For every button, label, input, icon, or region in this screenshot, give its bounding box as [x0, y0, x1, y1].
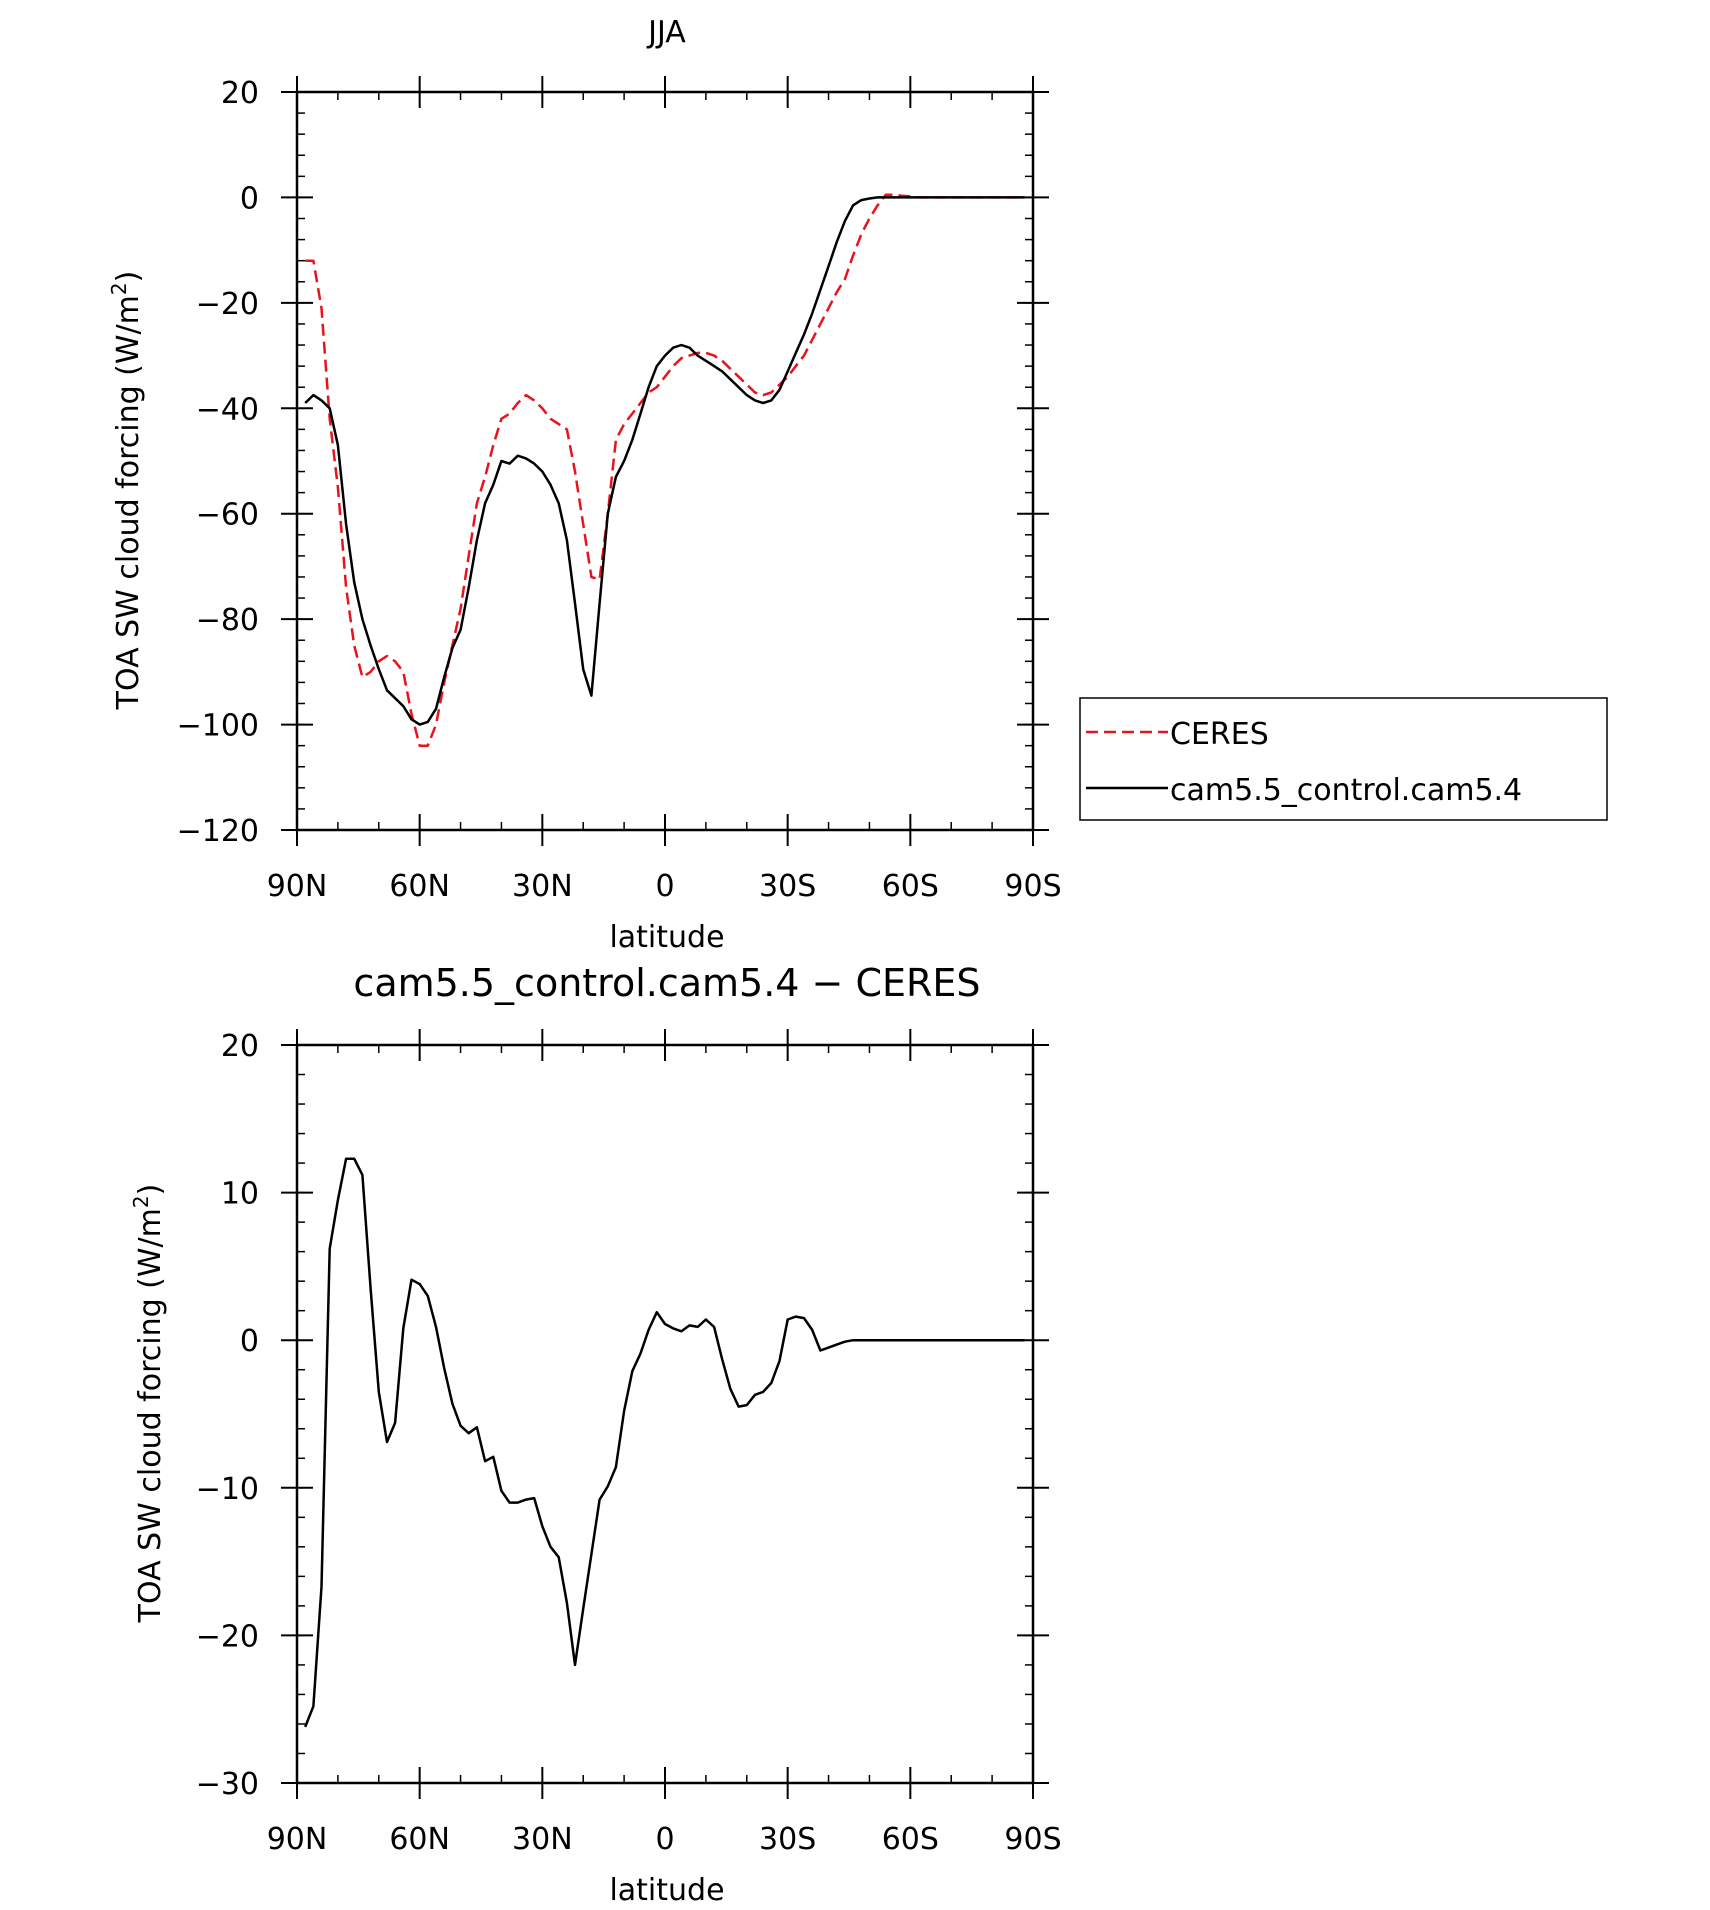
legend: CERES cam5.5_control.cam5.4	[1079, 697, 1608, 821]
top-panel-frame	[295, 90, 1035, 832]
y-tick-label: 0	[240, 181, 259, 216]
x-tick-label: 60S	[882, 869, 939, 904]
x-tick-label: 0	[655, 1822, 674, 1857]
bottom-panel-ylabel: TOA SW cloud forcing (W/m2)	[129, 1184, 168, 1624]
y-tick-label: −40	[196, 392, 259, 427]
x-tick-label: 30N	[512, 1822, 573, 1857]
y-tick-label: −10	[196, 1472, 259, 1507]
x-tick-label: 30S	[759, 1822, 816, 1857]
top-panel-series	[304, 193, 1025, 747]
bottom-panel: cam5.5_control.cam5.4 − CERES latitude T…	[129, 961, 1062, 1908]
difference-series-line	[304, 1157, 1025, 1728]
x-tick-label: 30N	[512, 869, 573, 904]
y-tick-label: 10	[221, 1177, 259, 1212]
x-tick-label: 60N	[389, 869, 450, 904]
plot-frame	[295, 90, 1035, 832]
y-tick-label: −20	[196, 287, 259, 322]
top-panel-ylabel-main: TOA SW cloud forcing (W/m	[111, 295, 146, 710]
x-tick-label: 60S	[882, 1822, 939, 1857]
legend-box	[1079, 697, 1608, 821]
bottom-panel-frame	[295, 1043, 1035, 1785]
y-tick-label: −120	[177, 814, 259, 849]
y-tick-label: 0	[240, 1324, 259, 1359]
bottom-panel-ylabel-main: TOA SW cloud forcing (W/m	[133, 1208, 168, 1623]
top-panel-title: JJA	[646, 15, 686, 50]
bottom-panel-xlabel: latitude	[609, 1873, 724, 1905]
top-panel-ylabel-end: )	[111, 271, 146, 283]
bottom-panel-series	[304, 1157, 1025, 1728]
bottom-panel-ylabel-end: )	[133, 1184, 168, 1196]
top-panel-ylabel: TOA SW cloud forcing (W/m2)	[107, 271, 146, 711]
bottom-panel-ylabel-sup: 2	[129, 1195, 153, 1208]
top-panel: JJA latitude TOA SW cloud forcing (W/m2)…	[107, 15, 1062, 955]
legend-label-cam: cam5.5_control.cam5.4	[1170, 773, 1522, 808]
top-panel-ylabel-sup: 2	[107, 282, 131, 295]
y-tick-label: 20	[221, 1029, 259, 1064]
x-tick-label: 90N	[267, 1822, 328, 1857]
x-tick-label: 0	[655, 869, 674, 904]
x-tick-label: 90N	[267, 869, 328, 904]
y-tick-label: −80	[196, 603, 259, 638]
y-tick-label: −60	[196, 498, 259, 533]
x-tick-label: 30S	[759, 869, 816, 904]
plot-frame	[295, 1043, 1035, 1785]
series-line-ceres	[305, 193, 1025, 747]
x-tick-label: 60N	[389, 1822, 450, 1857]
x-tick-label: 90S	[1004, 869, 1061, 904]
series-line-cam5-5-control-cam5-4	[304, 196, 1025, 726]
bottom-panel-title: cam5.5_control.cam5.4 − CERES	[353, 961, 980, 1005]
y-tick-label: 20	[221, 76, 259, 111]
y-tick-label: −30	[196, 1767, 259, 1802]
top-panel-xlabel: latitude	[609, 920, 724, 955]
x-tick-label: 90S	[1004, 1822, 1061, 1857]
y-tick-label: −20	[196, 1619, 259, 1654]
y-tick-label: −100	[177, 709, 259, 744]
legend-label-ceres: CERES	[1170, 717, 1269, 752]
